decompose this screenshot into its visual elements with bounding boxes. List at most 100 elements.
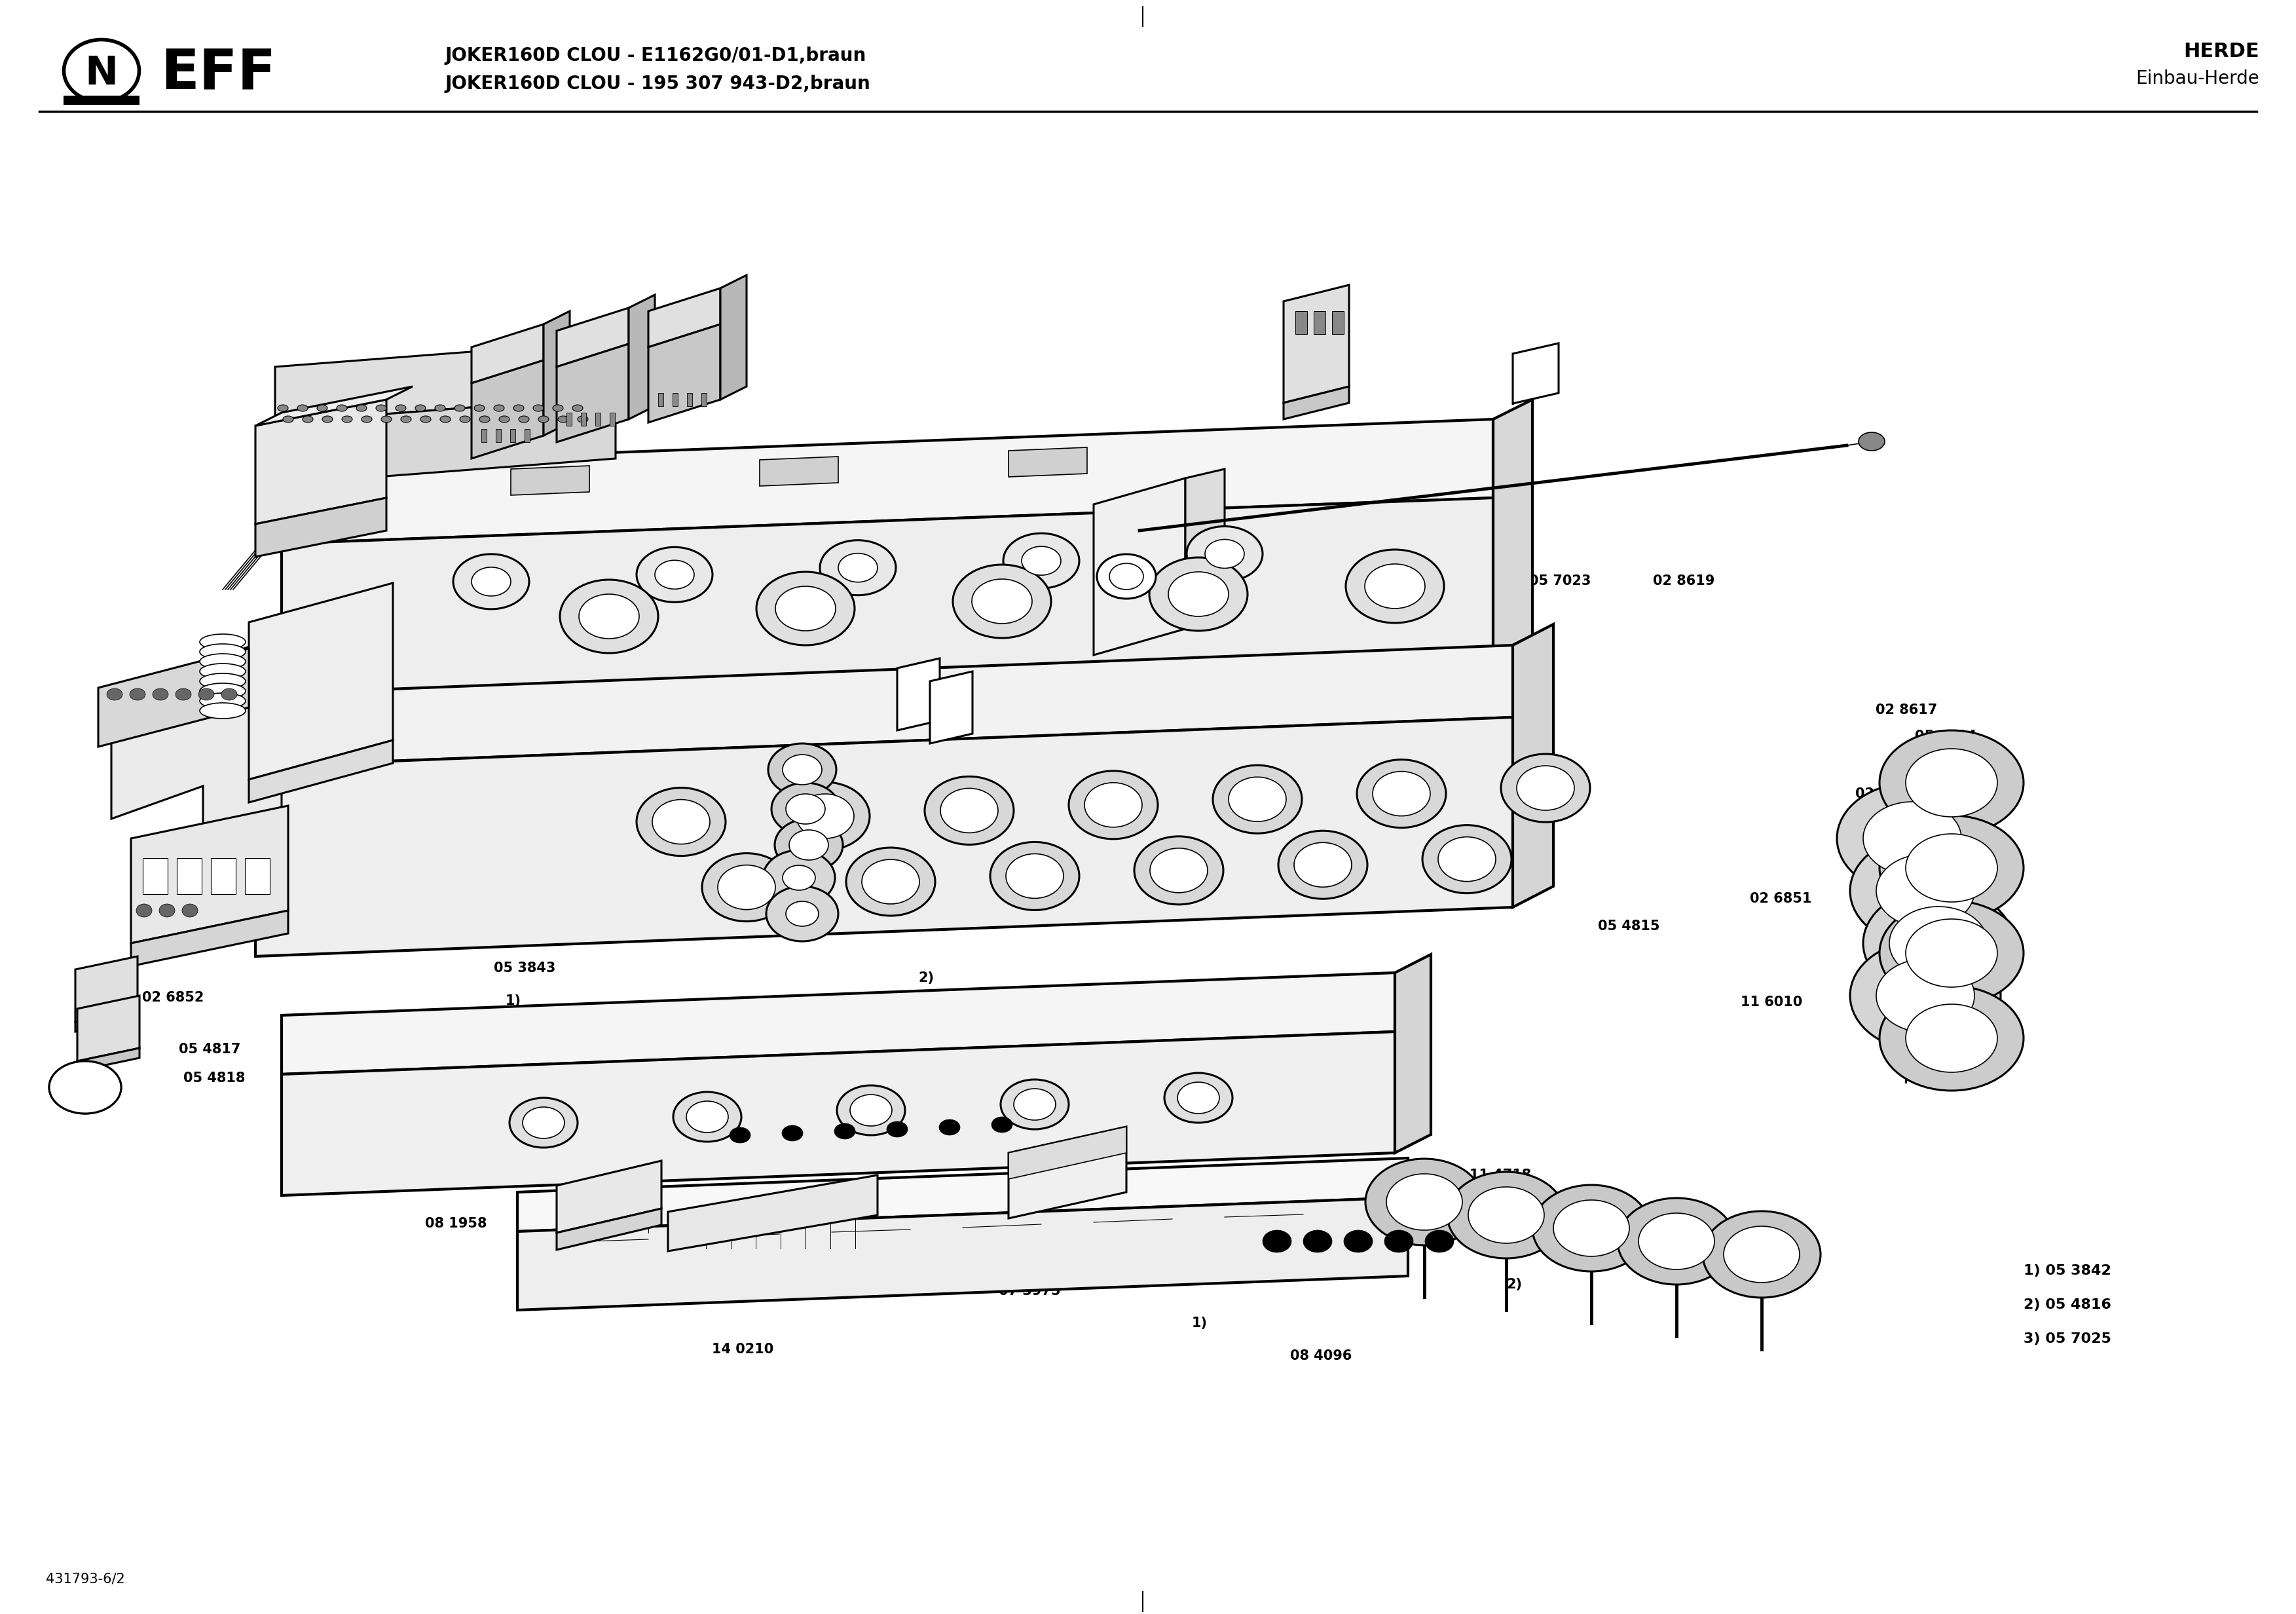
Text: 1): 1) (1192, 1317, 1208, 1330)
Ellipse shape (1006, 854, 1063, 899)
Text: 2): 2) (918, 972, 934, 985)
Ellipse shape (579, 594, 638, 639)
Text: 05 5748: 05 5748 (728, 1249, 790, 1262)
Ellipse shape (1862, 888, 2014, 999)
Ellipse shape (441, 416, 450, 423)
Ellipse shape (1263, 1230, 1290, 1252)
Ellipse shape (1704, 1210, 1821, 1298)
Text: 08 4096: 08 4096 (1290, 1349, 1352, 1362)
Ellipse shape (106, 689, 122, 700)
Text: Set: Set (1419, 607, 1444, 620)
Text: 02 6854: 02 6854 (1855, 788, 1917, 801)
Ellipse shape (774, 818, 843, 872)
Ellipse shape (200, 644, 246, 660)
Ellipse shape (1084, 783, 1141, 828)
Text: 3) 05 7025: 3) 05 7025 (2023, 1332, 2112, 1346)
Polygon shape (510, 466, 590, 495)
Bar (581, 413, 585, 426)
Ellipse shape (514, 405, 523, 412)
Text: 02 6850: 02 6850 (992, 655, 1054, 668)
Ellipse shape (572, 405, 583, 412)
Ellipse shape (1187, 526, 1263, 581)
Polygon shape (544, 312, 569, 436)
Ellipse shape (533, 405, 544, 412)
Ellipse shape (797, 794, 854, 838)
Text: JOKER160D CLOU - E1162G0/01-D1,braun: JOKER160D CLOU - E1162G0/01-D1,braun (445, 47, 866, 65)
Ellipse shape (783, 1125, 804, 1141)
Text: 08 4097: 08 4097 (1924, 875, 1986, 888)
Ellipse shape (402, 416, 411, 423)
Polygon shape (1513, 344, 1559, 404)
Bar (496, 429, 501, 442)
Bar (211, 859, 236, 894)
Text: 08 1958: 08 1958 (425, 1217, 487, 1230)
Bar (1313, 312, 1325, 334)
Ellipse shape (135, 904, 152, 917)
Bar (595, 413, 602, 426)
Polygon shape (255, 386, 413, 426)
Text: Einbau-Herde: Einbau-Herde (2135, 69, 2259, 87)
Polygon shape (471, 324, 544, 383)
Text: 2) 05 4816: 2) 05 4816 (2023, 1298, 2112, 1312)
Ellipse shape (1446, 1172, 1566, 1259)
Text: 05 3843: 05 3843 (494, 962, 556, 975)
Ellipse shape (48, 1060, 122, 1114)
Text: 2): 2) (1506, 1278, 1522, 1291)
Polygon shape (1008, 1127, 1127, 1219)
Bar (142, 859, 168, 894)
Ellipse shape (703, 854, 792, 922)
Ellipse shape (152, 689, 168, 700)
Ellipse shape (847, 847, 934, 915)
Ellipse shape (200, 702, 246, 718)
Ellipse shape (200, 673, 246, 689)
Ellipse shape (1068, 771, 1157, 839)
Bar (67, 1088, 103, 1107)
Polygon shape (1008, 1127, 1127, 1180)
Ellipse shape (197, 689, 214, 700)
Ellipse shape (1022, 547, 1061, 575)
Ellipse shape (416, 405, 425, 412)
Ellipse shape (785, 794, 824, 825)
Text: 02 6851: 02 6851 (1750, 893, 1812, 905)
Ellipse shape (925, 776, 1015, 844)
Ellipse shape (220, 689, 236, 700)
Ellipse shape (833, 1123, 856, 1139)
Polygon shape (131, 805, 287, 943)
Ellipse shape (1857, 433, 1885, 450)
Ellipse shape (1164, 1073, 1233, 1123)
Ellipse shape (1366, 1159, 1483, 1246)
Ellipse shape (579, 416, 588, 423)
Ellipse shape (785, 901, 820, 926)
Ellipse shape (1015, 1089, 1056, 1120)
Polygon shape (556, 1209, 661, 1249)
Text: 02 4577: 02 4577 (902, 997, 964, 1010)
Ellipse shape (1424, 825, 1511, 893)
Ellipse shape (990, 843, 1079, 910)
Polygon shape (721, 274, 746, 400)
Polygon shape (255, 646, 1513, 767)
Ellipse shape (455, 405, 466, 412)
Ellipse shape (459, 416, 471, 423)
Ellipse shape (1097, 554, 1155, 599)
Text: 05 5749: 05 5749 (622, 1282, 684, 1294)
Ellipse shape (1109, 563, 1143, 589)
Text: 02 8619: 02 8619 (1653, 575, 1715, 587)
Text: 05 7023: 05 7023 (1529, 575, 1591, 587)
Polygon shape (647, 289, 721, 347)
Ellipse shape (771, 783, 840, 834)
Ellipse shape (1639, 1214, 1715, 1270)
Ellipse shape (1619, 1198, 1736, 1285)
Polygon shape (647, 324, 721, 423)
Ellipse shape (1150, 847, 1208, 893)
Ellipse shape (1837, 783, 1988, 894)
Ellipse shape (1906, 918, 1998, 988)
Bar (1332, 312, 1343, 334)
Ellipse shape (776, 586, 836, 631)
Ellipse shape (767, 886, 838, 941)
Polygon shape (255, 497, 386, 557)
Polygon shape (248, 583, 393, 780)
Polygon shape (556, 344, 629, 442)
Text: 05 4810: 05 4810 (1419, 578, 1481, 591)
Polygon shape (556, 1160, 661, 1233)
Ellipse shape (1467, 1186, 1545, 1243)
